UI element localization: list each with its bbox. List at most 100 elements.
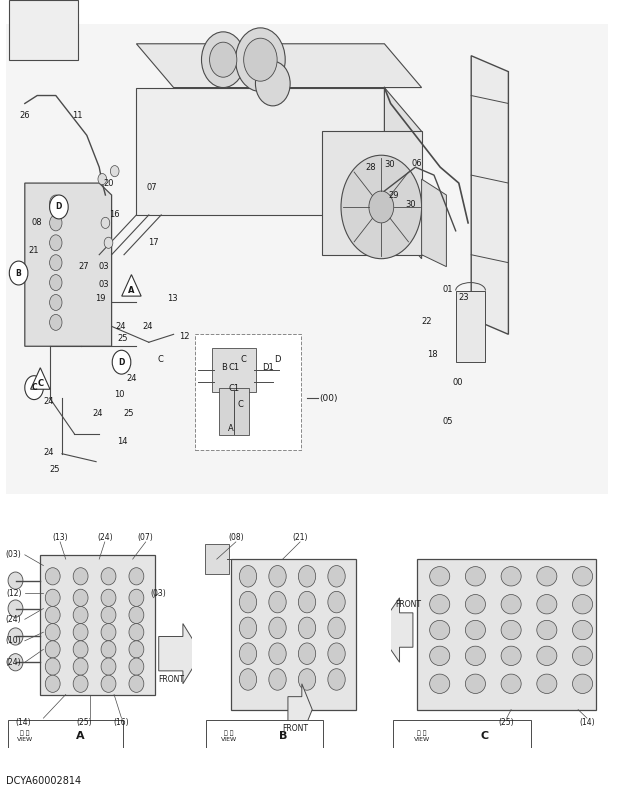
Circle shape: [45, 623, 60, 641]
Circle shape: [572, 646, 593, 665]
Circle shape: [501, 646, 521, 665]
Circle shape: [269, 591, 286, 613]
Text: (24): (24): [97, 533, 113, 542]
Circle shape: [101, 217, 110, 228]
Text: 24: 24: [43, 447, 53, 457]
Text: 18: 18: [427, 349, 438, 359]
Text: 27: 27: [78, 262, 89, 271]
Polygon shape: [377, 598, 413, 662]
FancyBboxPatch shape: [417, 559, 596, 709]
Text: DCYA60002814: DCYA60002814: [6, 776, 81, 786]
Text: 24: 24: [143, 322, 153, 331]
Circle shape: [239, 565, 257, 587]
Circle shape: [129, 589, 144, 607]
Text: D1: D1: [262, 363, 273, 373]
Circle shape: [25, 376, 43, 400]
Text: 05: 05: [443, 417, 453, 427]
Circle shape: [45, 568, 60, 585]
Circle shape: [244, 38, 277, 81]
Text: 30: 30: [405, 200, 416, 209]
Text: B: B: [221, 363, 228, 373]
Circle shape: [50, 295, 62, 310]
Circle shape: [572, 567, 593, 586]
Circle shape: [101, 568, 116, 585]
Text: 08: 08: [32, 218, 43, 228]
Text: FRONT: FRONT: [159, 675, 185, 685]
Text: 先 视
VIEW: 先 视 VIEW: [221, 731, 237, 742]
Text: C: C: [31, 383, 37, 392]
Circle shape: [45, 658, 60, 675]
Circle shape: [45, 607, 60, 623]
Circle shape: [129, 568, 144, 585]
Circle shape: [269, 669, 286, 690]
Text: 13: 13: [167, 294, 178, 303]
FancyBboxPatch shape: [9, 0, 78, 60]
Text: 01: 01: [443, 285, 453, 295]
Circle shape: [328, 591, 345, 613]
Circle shape: [50, 195, 68, 219]
Circle shape: [537, 674, 557, 693]
Text: 21: 21: [29, 246, 39, 256]
Circle shape: [537, 567, 557, 586]
Circle shape: [466, 595, 485, 614]
Circle shape: [466, 674, 485, 693]
Text: 10: 10: [114, 389, 124, 399]
Text: 07: 07: [146, 182, 157, 192]
Circle shape: [104, 237, 113, 248]
Circle shape: [50, 235, 62, 251]
Text: 12: 12: [180, 332, 190, 341]
Text: 00: 00: [453, 377, 463, 387]
Text: FRONT: FRONT: [396, 599, 422, 608]
Circle shape: [572, 620, 593, 640]
Circle shape: [236, 28, 285, 92]
Circle shape: [129, 658, 144, 675]
FancyBboxPatch shape: [206, 720, 322, 751]
Circle shape: [50, 255, 62, 271]
Circle shape: [466, 620, 485, 640]
Text: 19: 19: [95, 294, 105, 303]
Circle shape: [45, 641, 60, 658]
FancyBboxPatch shape: [8, 720, 123, 751]
Polygon shape: [471, 56, 508, 334]
Circle shape: [239, 617, 257, 638]
Text: (13): (13): [52, 533, 68, 542]
Text: A: A: [76, 732, 85, 741]
Polygon shape: [159, 623, 202, 684]
Circle shape: [101, 658, 116, 675]
Circle shape: [50, 275, 62, 291]
Text: C1: C1: [229, 363, 240, 373]
Text: (24): (24): [6, 615, 22, 624]
Circle shape: [8, 600, 23, 617]
Text: 24: 24: [126, 373, 136, 383]
FancyBboxPatch shape: [212, 348, 256, 392]
Text: (16): (16): [113, 718, 130, 727]
Circle shape: [341, 155, 422, 259]
Circle shape: [537, 620, 557, 640]
Polygon shape: [25, 183, 112, 346]
Circle shape: [110, 166, 119, 177]
Circle shape: [430, 674, 450, 693]
Circle shape: [572, 595, 593, 614]
Circle shape: [239, 669, 257, 690]
Circle shape: [572, 674, 593, 693]
Text: D: D: [118, 357, 125, 367]
Text: 06: 06: [411, 158, 422, 168]
Polygon shape: [288, 684, 312, 736]
Circle shape: [269, 643, 286, 665]
Text: C: C: [237, 400, 244, 409]
Text: FRONT: FRONT: [282, 724, 308, 733]
Circle shape: [328, 565, 345, 587]
Circle shape: [537, 595, 557, 614]
Text: (14): (14): [579, 718, 595, 727]
Circle shape: [50, 215, 62, 231]
Text: (08): (08): [228, 533, 244, 542]
Text: C: C: [37, 379, 43, 388]
Text: 24: 24: [116, 322, 126, 331]
Circle shape: [298, 565, 316, 587]
Text: 24: 24: [93, 409, 103, 419]
Circle shape: [101, 641, 116, 658]
Circle shape: [298, 591, 316, 613]
Text: (00): (00): [319, 393, 338, 403]
Circle shape: [50, 195, 62, 211]
Text: (25): (25): [499, 718, 515, 727]
